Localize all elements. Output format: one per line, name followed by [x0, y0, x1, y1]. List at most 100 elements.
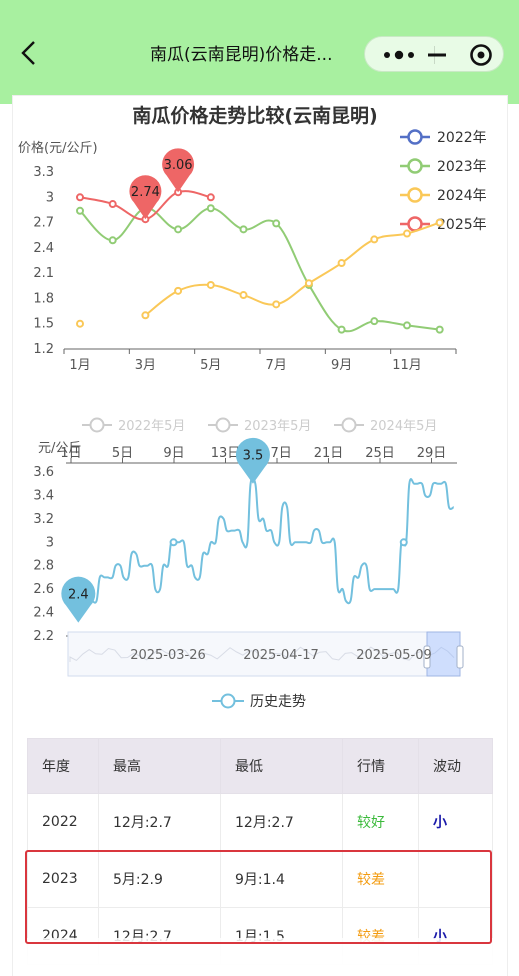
max-pin-marker [235, 437, 270, 484]
data-point [76, 193, 84, 202]
top-tick-label: 25日 [365, 446, 395, 461]
volatility-cell: 小 [418, 793, 493, 851]
data-point [174, 286, 183, 295]
zoom-handle-right[interactable] [456, 645, 464, 669]
min-cell: 12月:2.7 [220, 793, 343, 851]
data-point [108, 200, 117, 209]
close-target-icon[interactable] [469, 43, 493, 67]
data-point [435, 218, 444, 227]
data-point [403, 229, 411, 238]
data-point [206, 204, 215, 213]
chart1-ylabel: 价格(元/公斤) [18, 140, 98, 156]
series-line [79, 207, 440, 333]
history-trend-chart: 2022年5月 2023年5月 2024年5月 元/公斤 1日 5日 9日 13日 17日 2… [33, 417, 464, 710]
y-tick-label: 2.6 [33, 582, 54, 597]
legend-marker [407, 216, 423, 232]
legend-label[interactable]: 2022年 [437, 130, 487, 146]
min-pin-label: 2.4 [68, 588, 89, 603]
legend-label[interactable]: 2023年5月 [244, 419, 311, 434]
min-pin-label: 2.74 [131, 185, 160, 200]
more-icon[interactable] [381, 45, 419, 65]
zoom-date-label: 2025-05-09 [356, 648, 432, 663]
data-point [337, 325, 346, 334]
data-point [239, 225, 248, 234]
zoom-sparkline [69, 646, 455, 662]
legend-marker [89, 417, 105, 433]
y-tick-label: 3 [46, 190, 54, 205]
scroll-fade [27, 938, 493, 976]
data-point [174, 225, 183, 234]
table-header: 最低 [220, 738, 343, 794]
max-pin-marker [162, 148, 195, 193]
x-tick-label: 11月 [392, 358, 422, 373]
top-tick-label: 1日 [60, 446, 81, 461]
data-point [370, 235, 379, 244]
price-comparison-chart: 南瓜价格走势比较(云南昆明) 价格(元/公斤) 2022年 2023年 2024年 2… [18, 104, 487, 373]
data-point [399, 538, 408, 547]
chart1-title: 南瓜价格走势比较(云南昆明) [132, 104, 377, 127]
top-tick-label: 21日 [314, 446, 344, 461]
legend-marker [407, 158, 423, 174]
y-tick-label: 2.4 [33, 241, 54, 256]
volatility-text: 小 [433, 815, 447, 831]
zoom-selection[interactable] [426, 631, 461, 677]
x-tick-label: 7月 [266, 358, 287, 373]
data-point [206, 280, 215, 289]
market-cell: 较好 [342, 793, 419, 851]
legend-label[interactable]: 历史走势 [250, 694, 306, 710]
data-point [337, 259, 346, 268]
min-cell: 9月:1.4 [220, 850, 343, 908]
minimize-icon[interactable] [425, 45, 449, 65]
legend-marker [407, 129, 423, 145]
legend-marker [220, 693, 236, 709]
x-tick-label: 5月 [200, 358, 221, 373]
table-header: 行情 [342, 738, 419, 794]
x-tick-label: 1月 [69, 358, 90, 373]
data-point [435, 325, 444, 334]
data-point [76, 319, 84, 328]
data-point [239, 291, 248, 300]
x-tick-label: 9月 [331, 358, 352, 373]
legend-label[interactable]: 2024年 [437, 188, 487, 204]
y-tick-label: 1.8 [33, 291, 54, 306]
y-tick-label: 3.3 [33, 165, 54, 180]
chart2-ylabel: 元/公斤 [38, 441, 81, 456]
back-arrow-icon[interactable] [14, 38, 44, 68]
y-tick-label: 2.1 [33, 266, 54, 281]
min-pin-marker [61, 576, 96, 623]
y-tick-label: 2.2 [33, 629, 54, 644]
data-point [141, 311, 150, 320]
legend-marker [215, 417, 231, 433]
market-text: 较差 [357, 872, 385, 888]
table-header: 最高 [98, 738, 221, 794]
y-tick-label: 1.2 [33, 342, 54, 357]
legend-label[interactable]: 2025年 [437, 217, 487, 233]
y-tick-label: 3.2 [33, 512, 54, 527]
y-tick-label: 2.8 [33, 559, 54, 574]
top-tick-label: 9日 [163, 446, 184, 461]
legend-marker [341, 417, 357, 433]
legend-label[interactable]: 2024年5月 [370, 419, 437, 434]
table-header-row: 年度 最高 最低 行情 波动 [27, 738, 493, 794]
zoom-handle-left[interactable] [423, 645, 431, 669]
data-point [272, 219, 281, 228]
legend-label[interactable]: 2022年5月 [118, 419, 185, 434]
y-tick-label: 1.5 [33, 317, 54, 332]
zoom-date-label: 2025-04-17 [243, 648, 319, 663]
legend-label[interactable]: 2023年 [437, 159, 487, 175]
table-header: 年度 [27, 738, 99, 794]
max-cell: 12月:2.7 [98, 793, 221, 851]
zoom-date-label: 2025-03-26 [130, 648, 206, 663]
y-tick-label: 2.4 [33, 606, 54, 621]
navigation-bar: 南瓜(云南昆明)价格走... [0, 0, 519, 104]
mini-program-capsule [364, 36, 504, 72]
y-tick-label: 3.6 [33, 465, 54, 480]
y-tick-label: 3.4 [33, 488, 54, 503]
data-point [169, 538, 178, 547]
x-tick-label: 3月 [135, 358, 156, 373]
page-title: 南瓜(云南昆明)价格走... [150, 45, 333, 65]
data-point [272, 300, 281, 309]
legend-marker [407, 187, 423, 203]
data-point [108, 236, 117, 245]
highlight-box [25, 850, 492, 944]
